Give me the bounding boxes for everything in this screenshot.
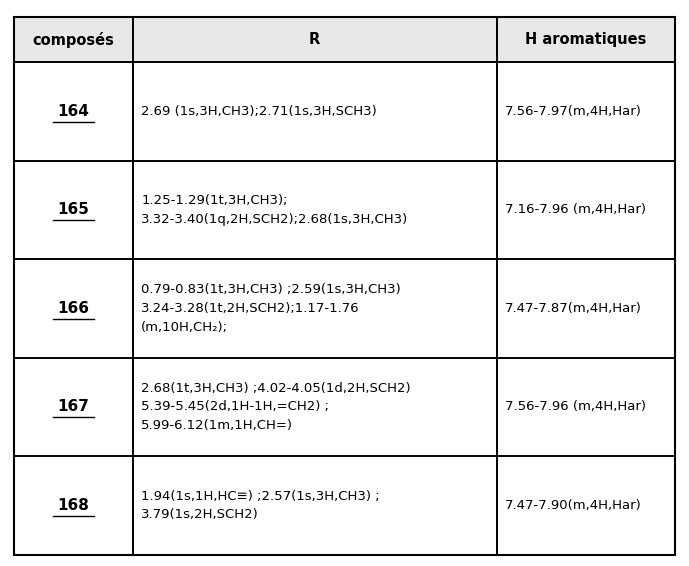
Text: 7.56-7.97(m,4H,Har): 7.56-7.97(m,4H,Har) [505,105,641,118]
Text: 168: 168 [57,498,90,513]
Text: 3.79(1s,2H,SCH2): 3.79(1s,2H,SCH2) [141,508,259,521]
Text: 3.24-3.28(1t,2H,SCH2);1.17-1.76: 3.24-3.28(1t,2H,SCH2);1.17-1.76 [141,302,360,315]
Text: 7.16-7.96 (m,4H,Har): 7.16-7.96 (m,4H,Har) [505,204,646,216]
Text: 166: 166 [57,301,90,316]
Text: 164: 164 [57,104,90,119]
Text: 2.68(1t,3H,CH3) ;4.02-4.05(1d,2H,SCH2): 2.68(1t,3H,CH3) ;4.02-4.05(1d,2H,SCH2) [141,382,411,395]
Text: 0.79-0.83(1t,3H,CH3) ;2.59(1s,3H,CH3): 0.79-0.83(1t,3H,CH3) ;2.59(1s,3H,CH3) [141,284,401,296]
Text: 167: 167 [57,400,90,414]
Bar [14,17,133,62]
Text: 7.56-7.96 (m,4H,Har): 7.56-7.96 (m,4H,Har) [505,401,646,413]
Text: (m,10H,CH₂);: (m,10H,CH₂); [141,321,228,333]
Text: 1.94(1s,1H,HC≡) ;2.57(1s,3H,CH3) ;: 1.94(1s,1H,HC≡) ;2.57(1s,3H,CH3) ; [141,490,380,503]
Text: 5.39-5.45(2d,1H-1H,=CH2) ;: 5.39-5.45(2d,1H-1H,=CH2) ; [141,401,329,413]
Bar [497,17,675,62]
Text: 2.69 (1s,3H,CH3);2.71(1s,3H,SCH3): 2.69 (1s,3H,CH3);2.71(1s,3H,SCH3) [141,105,377,118]
Text: 165: 165 [57,203,90,217]
Text: 5.99-6.12(1m,1H,CH=): 5.99-6.12(1m,1H,CH=) [141,419,293,432]
Text: H aromatiques: H aromatiques [525,32,646,47]
Text: composés: composés [32,32,114,48]
Text: 1.25-1.29(1t,3H,CH3);: 1.25-1.29(1t,3H,CH3); [141,194,287,207]
Text: 7.47-7.87(m,4H,Har): 7.47-7.87(m,4H,Har) [505,302,641,315]
Text: 7.47-7.90(m,4H,Har): 7.47-7.90(m,4H,Har) [505,499,641,512]
Bar [133,17,497,62]
Text: 3.32-3.40(1q,2H,SCH2);2.68(1s,3H,CH3): 3.32-3.40(1q,2H,SCH2);2.68(1s,3H,CH3) [141,213,409,226]
Text: R: R [309,32,320,47]
